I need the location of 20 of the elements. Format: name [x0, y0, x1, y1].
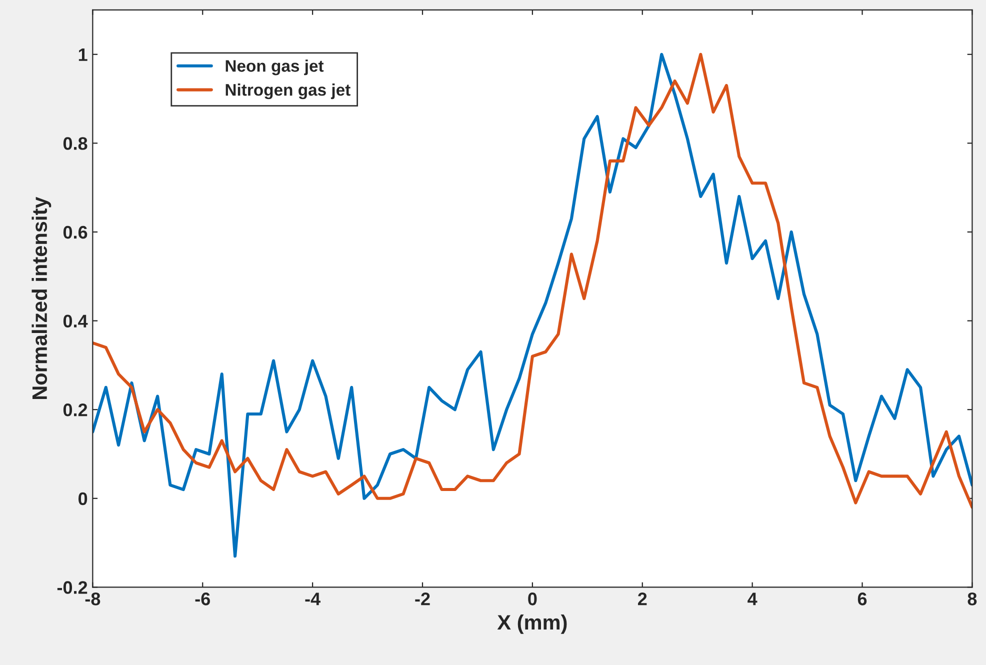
- x-tick-label: -4: [305, 592, 320, 606]
- y-tick-label: 0.2: [63, 404, 88, 416]
- legend-label: Nitrogen gas jet: [226, 84, 350, 100]
- y-tick-label: 0.6: [63, 226, 88, 239]
- x-tick-label: -2: [415, 592, 430, 606]
- x-axis-title: X (mm): [497, 614, 567, 634]
- y-tick-label: 0: [78, 492, 88, 506]
- x-tick-label: -8: [85, 592, 100, 606]
- y-tick-label: 0.4: [63, 314, 88, 328]
- y-tick-label: 0.8: [63, 137, 88, 150]
- y-tick-label: 1: [78, 48, 88, 61]
- x-tick-label: 0: [528, 592, 537, 606]
- legend-label: Neon gas jet: [226, 60, 324, 76]
- y-tick-label: -0.2: [57, 581, 88, 594]
- x-tick-label: 2: [638, 592, 647, 606]
- x-tick-label: 6: [858, 592, 867, 606]
- x-tick-label: 4: [748, 592, 758, 606]
- x-tick-label: 8: [968, 592, 977, 606]
- y-axis-title: Normalized intensity: [32, 196, 52, 400]
- x-tick-label: -6: [195, 592, 210, 606]
